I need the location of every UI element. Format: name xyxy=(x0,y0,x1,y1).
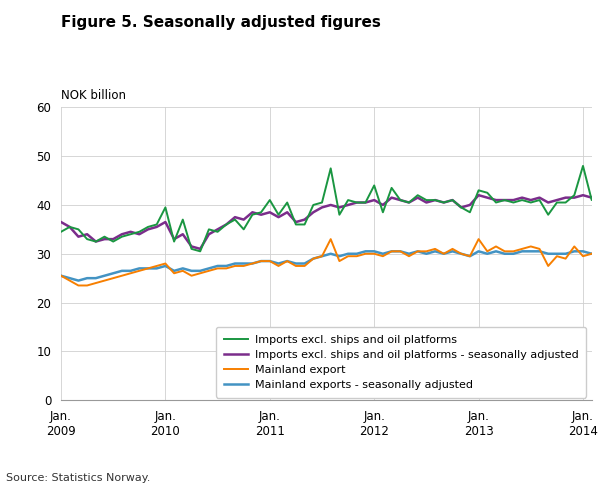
Text: Source: Statistics Norway.: Source: Statistics Norway. xyxy=(6,473,151,483)
Text: Figure 5. Seasonally adjusted figures: Figure 5. Seasonally adjusted figures xyxy=(61,15,381,30)
Legend: Imports excl. ships and oil platforms, Imports excl. ships and oil platforms - s: Imports excl. ships and oil platforms, I… xyxy=(216,327,586,398)
Text: NOK billion: NOK billion xyxy=(61,89,126,102)
